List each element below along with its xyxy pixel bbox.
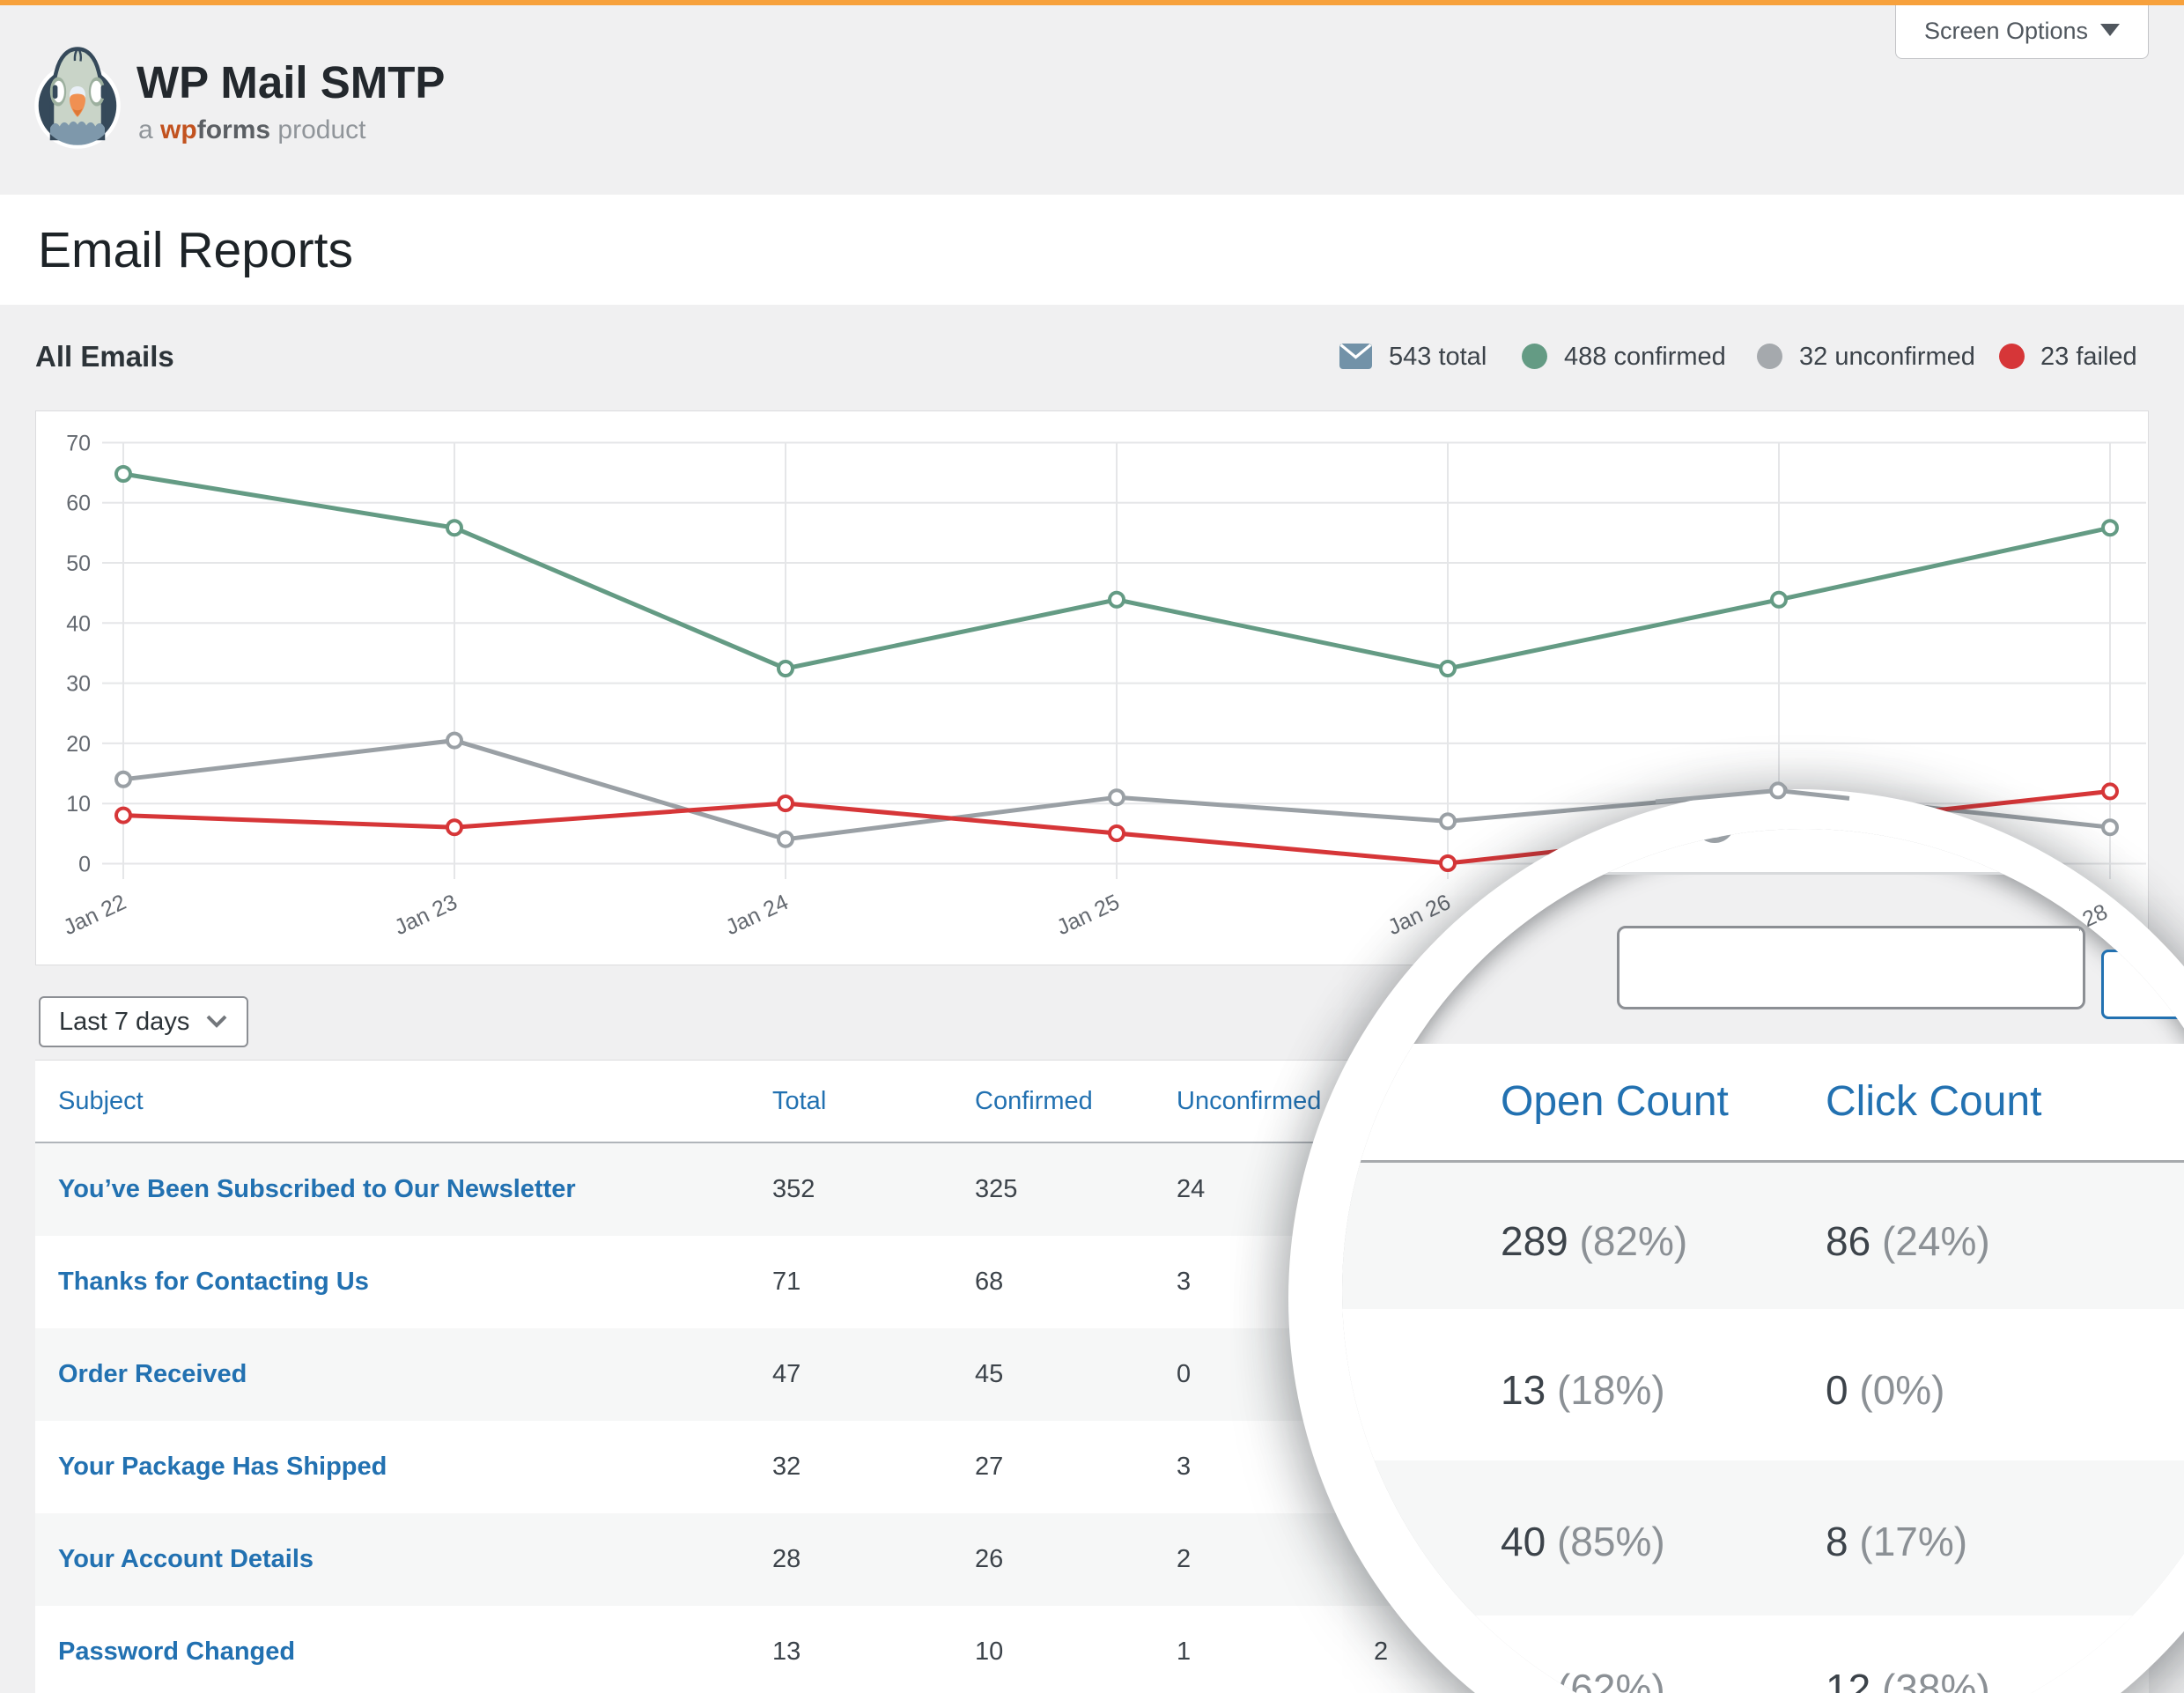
svg-text:30: 30 — [66, 672, 91, 697]
svg-text:Jan 24: Jan 24 — [722, 890, 793, 940]
svg-text:20: 20 — [66, 732, 91, 757]
svg-text:40: 40 — [66, 611, 91, 636]
svg-text:Jan 28: Jan 28 — [2052, 899, 2112, 931]
svg-text:60: 60 — [66, 492, 91, 516]
svg-text:10: 10 — [66, 792, 91, 817]
svg-text:50: 50 — [66, 551, 91, 576]
svg-text:0: 0 — [78, 853, 91, 877]
svg-text:Jan 25: Jan 25 — [1053, 890, 1124, 940]
svg-text:70: 70 — [66, 432, 91, 456]
svg-text:Jan 23: Jan 23 — [391, 890, 461, 940]
svg-text:Jan 22: Jan 22 — [60, 890, 130, 940]
